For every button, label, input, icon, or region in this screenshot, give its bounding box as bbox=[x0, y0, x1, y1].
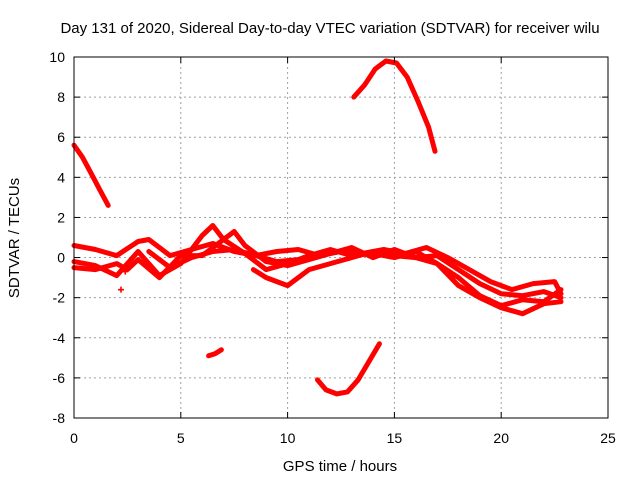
chart-title: Day 131 of 2020, Sidereal Day-to-day VTE… bbox=[60, 20, 599, 37]
x-axis-label: GPS time / hours bbox=[283, 458, 397, 475]
y-tick-label: -8 bbox=[53, 410, 66, 426]
plot-frame bbox=[73, 56, 609, 419]
x-tick-label: 5 bbox=[177, 430, 185, 446]
x-tick-label: 20 bbox=[493, 430, 509, 446]
y-tick-label: -2 bbox=[53, 290, 66, 306]
plus-marker bbox=[122, 268, 129, 275]
axis-ticks: 0 5 10 15 20 25 -8 -6 -4 -2 0 2 4 6 8 10 bbox=[49, 49, 616, 446]
data-series bbox=[71, 58, 564, 397]
x-tick-label: 15 bbox=[387, 430, 403, 446]
series-arc-low-trough bbox=[315, 341, 382, 397]
x-tick-label: 25 bbox=[600, 430, 616, 446]
series-arc-e bbox=[146, 247, 301, 271]
y-tick-label: -4 bbox=[53, 330, 66, 346]
series-arc-high-peak bbox=[351, 58, 438, 154]
x-tick-label: 10 bbox=[280, 430, 296, 446]
y-tick-label: 10 bbox=[49, 49, 65, 65]
series-arc-high-early bbox=[71, 142, 111, 208]
y-tick-label: 8 bbox=[57, 89, 65, 105]
plus-marker bbox=[117, 286, 124, 293]
y-tick-label: -6 bbox=[53, 370, 66, 386]
series-arc-c bbox=[71, 229, 564, 317]
y-tick-label: 4 bbox=[57, 169, 65, 185]
y-tick-label: 6 bbox=[57, 129, 65, 145]
x-tick-label: 0 bbox=[70, 430, 78, 446]
y-tick-label: 2 bbox=[57, 209, 65, 225]
series-arc-d bbox=[250, 249, 564, 301]
y-axis-label: SDTVAR / TECUs bbox=[6, 178, 23, 298]
series-arc-short bbox=[206, 347, 224, 359]
grid bbox=[74, 57, 608, 418]
y-tick-label: 0 bbox=[57, 250, 65, 266]
